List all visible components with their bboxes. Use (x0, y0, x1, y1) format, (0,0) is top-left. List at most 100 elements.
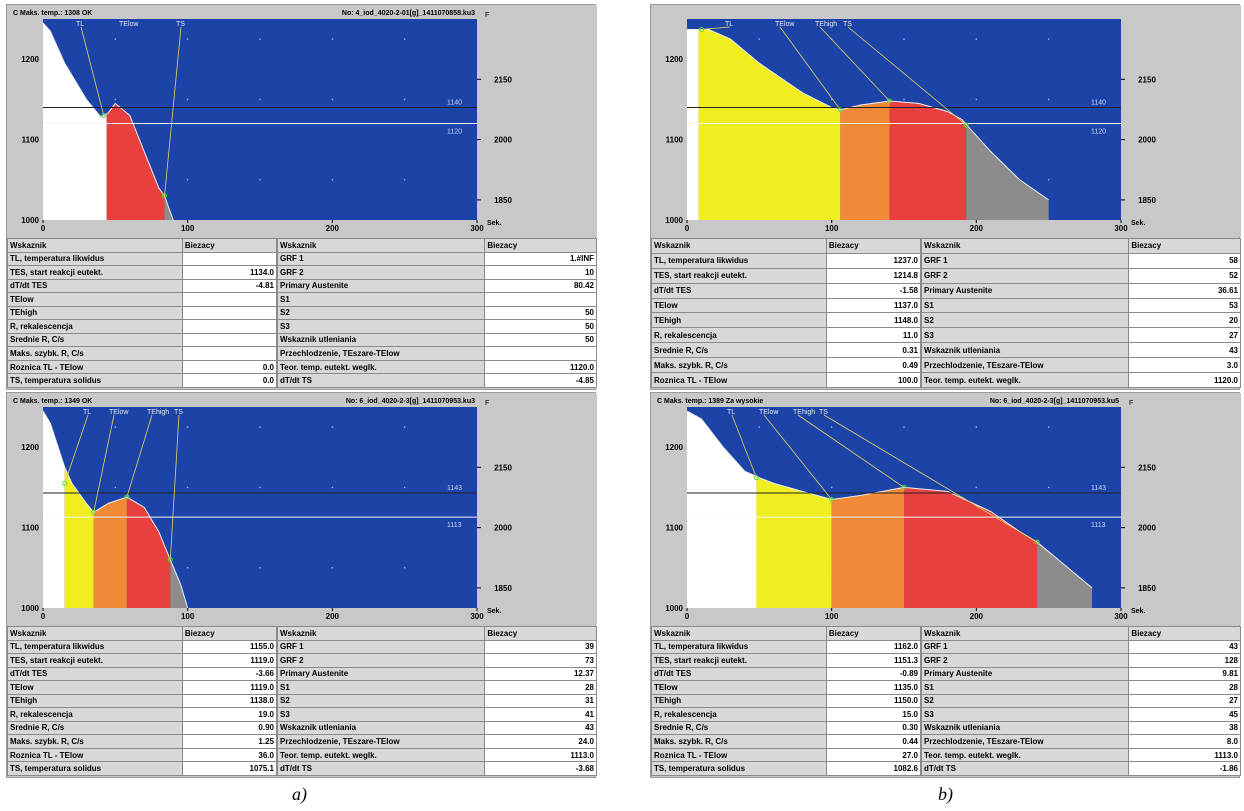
marker-label: TElow (109, 409, 129, 416)
indicator-value: 0.30 (825, 720, 922, 736)
grid-dot (186, 426, 189, 428)
zone-gray (1037, 542, 1093, 608)
marker-point (887, 98, 893, 104)
indicator-name: GRF 2 (920, 267, 1130, 284)
indicator-name: Wskaznik utleniania (276, 720, 486, 736)
header-f-label: F (485, 400, 489, 407)
table-row: TElow (7, 292, 278, 307)
marker-label: TL (727, 409, 735, 416)
x-tick-label: 100 (181, 612, 195, 621)
table-row: Roznica TL - TElow 0.0 (7, 359, 278, 375)
table-row: TS, temperatura solidus 1075.1 (7, 761, 278, 776)
indicator-name: Roznica TL - TElow (7, 359, 183, 375)
x-tick-label: 300 (470, 224, 484, 233)
table-row: S3 27 (920, 327, 1241, 344)
table-row: S2 31 (276, 693, 597, 709)
table-row: GRF 1 43 (920, 639, 1241, 655)
table-row: dT/dt TES -4.81 (7, 278, 278, 294)
indicator-table-left: Wskaznik Biezacy TL, temperatura likwidus 1… (7, 626, 278, 776)
indicator-name: S1 (920, 680, 1130, 695)
indicator-name: Teor. temp. eutekt. weglk. (920, 372, 1130, 388)
indicator-name: Wskaznik utleniania (276, 332, 486, 348)
grid-dot (114, 98, 117, 101)
caption-b: b) (938, 784, 953, 804)
grid-dot (259, 179, 261, 181)
reference-line-label: 1113 (447, 522, 462, 529)
cooling-curve-line (687, 28, 1049, 201)
marker-label: TS (819, 409, 828, 416)
indicator-value: 11.0 (825, 327, 922, 344)
marker-line (819, 26, 890, 102)
table-row: S3 45 (920, 707, 1241, 722)
table-row: S3 41 (276, 707, 597, 722)
marker-line (80, 26, 105, 116)
table-row: Primary Austenite 9.81 (920, 666, 1241, 682)
marker-line (701, 26, 731, 30)
marker-point (167, 557, 173, 563)
indicator-name: S1 (276, 680, 486, 695)
indicator-name: S1 (920, 297, 1130, 314)
grid-dot (259, 426, 261, 428)
indicator-value: 100.0 (825, 372, 922, 388)
x-unit-label: Sek. (1131, 608, 1145, 615)
y2-tick-label: 2150 (494, 75, 512, 84)
marker-label: TL (725, 21, 733, 28)
marker-label: TEhigh (147, 409, 169, 416)
table-row: Maks. szybk. R, C/s 0.44 (651, 734, 922, 749)
indicator-name: Srednie R, C/s (651, 342, 827, 359)
table-row: R, rekalescencja 11.0 (651, 327, 922, 344)
table-row: dT/dt TES -0.89 (651, 666, 922, 682)
indicator-value: 73 (484, 653, 597, 668)
indicator-name: GRF 1 (920, 639, 1130, 655)
table-row: TElow 1135.0 (651, 680, 922, 695)
x-unit-label: Sek. (487, 220, 501, 227)
marker-point (162, 193, 168, 199)
indicator-name: TElow (7, 292, 183, 307)
table-row: GRF 2 128 (920, 653, 1241, 668)
header-f-label: F (1129, 400, 1133, 407)
indicator-name: GRF 2 (276, 653, 486, 668)
indicator-table-right: Wskaznik Biezacy GRF 1 58 GRF 2 52 Primary Aus… (920, 238, 1241, 388)
table-row: Roznica TL - TElow 36.0 (7, 747, 278, 763)
table-header-row: Wskaznik Biezacy (7, 626, 278, 641)
indicator-name: TElow (651, 297, 827, 314)
table-row: Wskaznik utleniania 43 (276, 720, 597, 736)
indicator-value: 1237.0 (825, 252, 922, 269)
grid-dot (403, 426, 406, 428)
y-tick-label: 1100 (22, 524, 40, 533)
table-row: Primary Austenite 80.42 (276, 278, 597, 294)
table-row: Primary Austenite 36.61 (920, 282, 1241, 299)
indicator-value: 1135.0 (825, 680, 922, 695)
y-tick-label: 1000 (21, 216, 39, 225)
table-row: TEhigh 1148.0 (651, 312, 922, 329)
marker-line (126, 414, 153, 498)
grid-dot (758, 38, 761, 40)
reference-line-label: 1140 (1091, 99, 1106, 106)
indicator-value: 50 (484, 332, 597, 348)
grid-dot (403, 98, 406, 101)
marker-label: TL (83, 409, 91, 416)
indicator-name: R, rekalescencja (7, 707, 183, 722)
table-header-cell: Biezacy (181, 626, 278, 641)
indicator-name: dT/dt TES (7, 278, 183, 294)
grid-dot (114, 38, 117, 40)
indicator-value: 1120.0 (1128, 372, 1241, 388)
grid-dot (259, 567, 261, 569)
reference-line-label: 1140 (447, 99, 462, 106)
x-tick-label: 0 (685, 224, 690, 233)
table-row: Teor. temp. eutekt. weglk. 1120.0 (920, 372, 1241, 388)
indicator-name: Roznica TL - TElow (651, 747, 827, 763)
chart-area: 1140 1120 TL TElow TEhigh TS 0 100 200 300 Sek. 100… (651, 5, 1241, 237)
reference-line-label: 1143 (447, 485, 462, 492)
analysis-panel-bottom-left: C Maks. temp.: 1349 OK No: 6_iod_4020-2-3… (6, 392, 597, 778)
indicator-name: Maks. szybk. R, C/s (7, 346, 183, 361)
table-row: dT/dt TS -4.85 (276, 373, 597, 388)
table-row: GRF 1 58 (920, 252, 1241, 269)
indicator-name: TEhigh (651, 312, 827, 329)
indicator-name: TES, start reakcji eutekt. (651, 267, 827, 284)
marker-line (797, 414, 905, 488)
table-row: Srednie R, C/s 0.31 (651, 342, 922, 359)
marker-label: TElow (759, 409, 779, 416)
y2-tick-label: 2000 (494, 136, 512, 145)
